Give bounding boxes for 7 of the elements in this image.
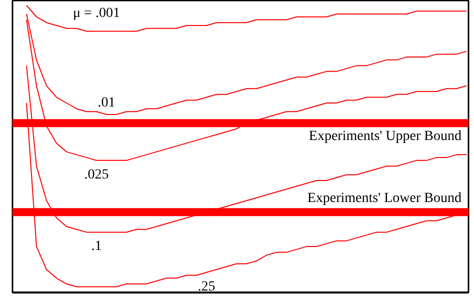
series-label: .1	[91, 239, 102, 254]
ref-line-label: Experiments' Upper Bound	[308, 129, 462, 144]
series-label: .25	[198, 279, 216, 294]
series-label: .025	[84, 167, 109, 182]
series-label: .01	[98, 95, 116, 110]
series-label: μ = .001	[73, 6, 120, 22]
ref-line-label: Experiments' Lower Bound	[307, 191, 462, 206]
